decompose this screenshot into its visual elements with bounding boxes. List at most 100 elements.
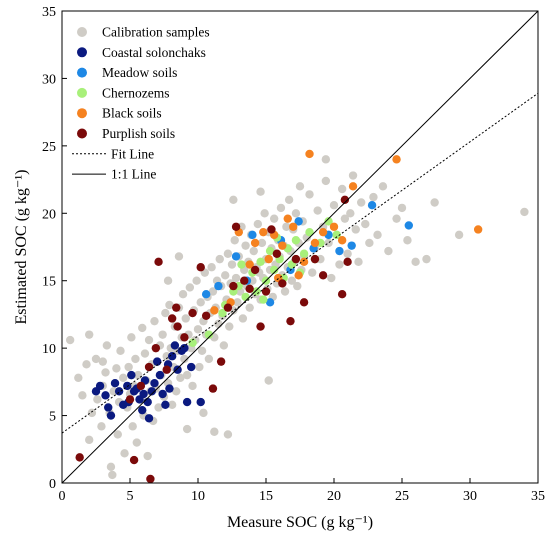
x-tick-label: 15 (259, 489, 273, 504)
y-tick-label: 15 (42, 275, 56, 290)
point-black-soils (337, 236, 347, 245)
series-purplish-soils (75, 195, 352, 484)
point-calibration-samples (223, 430, 233, 439)
point-calibration-samples (229, 195, 238, 204)
point-calibration-samples (140, 349, 150, 358)
point-calibration-samples (97, 422, 106, 431)
point-chernozems (299, 249, 309, 258)
point-calibration-samples (357, 198, 366, 207)
point-meadow-soils (248, 230, 257, 240)
point-calibration-samples (257, 238, 267, 248)
point-purplish-soils (188, 308, 197, 318)
point-coastal-solonchaks (150, 379, 159, 388)
point-calibration-samples (181, 314, 190, 323)
point-meadow-soils (265, 298, 275, 307)
point-coastal-solonchaks (144, 414, 154, 423)
point-chernozems (305, 227, 314, 237)
point-chernozems (269, 265, 279, 275)
point-chernozems (265, 246, 275, 256)
point-calibration-samples (373, 230, 382, 240)
point-coastal-solonchaks (110, 379, 120, 388)
point-coastal-solonchaks (180, 343, 189, 353)
point-meadow-soils (231, 252, 241, 261)
legend-item: Chernozems (77, 85, 169, 100)
point-calibration-samples (106, 462, 116, 472)
point-purplish-soils (136, 381, 146, 391)
point-chernozems (256, 257, 265, 267)
point-purplish-soils (256, 322, 265, 331)
point-calibration-samples (85, 435, 94, 445)
point-calibration-samples (260, 209, 269, 218)
legend-label: Fit Line (111, 146, 154, 161)
point-black-soils (264, 254, 273, 264)
point-calibration-samples (321, 155, 331, 164)
point-calibration-samples (143, 451, 152, 461)
x-tick-label: 0 (59, 489, 66, 504)
point-black-soils (310, 238, 320, 248)
point-calibration-samples (327, 273, 336, 283)
point-purplish-soils (310, 254, 320, 264)
point-chernozems (252, 287, 261, 296)
point-black-soils (299, 257, 309, 267)
legend-marker (77, 128, 87, 139)
point-calibration-samples (188, 381, 197, 391)
point-coastal-solonchaks (196, 397, 205, 407)
series-black-soils (210, 149, 483, 315)
point-calibration-samples (154, 403, 163, 412)
point-purplish-soils (231, 222, 241, 231)
point-purplish-soils (278, 279, 287, 288)
point-purplish-soils (337, 290, 347, 299)
point-calibration-samples (293, 281, 302, 291)
legend-label: Purplish soils (102, 126, 175, 141)
point-calibration-samples (249, 246, 258, 256)
legend-item: Purplish soils (77, 126, 175, 141)
y-axis-label: Estimated SOC (g kg⁻¹) (13, 169, 30, 324)
point-purplish-soils (223, 303, 233, 312)
point-calibration-samples (354, 257, 363, 267)
point-calibration-samples (138, 323, 147, 333)
point-calibration-samples (178, 290, 188, 299)
point-purplish-soils (151, 343, 161, 353)
point-calibration-samples (256, 187, 265, 196)
point-chernozems (259, 295, 268, 304)
point-chernozems (324, 217, 333, 226)
point-purplish-soils (172, 303, 181, 312)
point-calibration-samples (238, 314, 248, 323)
point-calibration-samples (144, 335, 154, 345)
legend-item: Fit Line (72, 146, 154, 161)
point-calibration-samples (195, 362, 204, 372)
series-calibration-samples (65, 155, 529, 480)
legend-marker (77, 87, 87, 98)
point-purplish-soils (343, 257, 352, 267)
point-purplish-soils (173, 322, 182, 331)
legend-marker (77, 27, 87, 37)
point-calibration-samples (182, 370, 192, 380)
point-purplish-soils (144, 362, 154, 372)
y-tick-label: 0 (49, 477, 56, 492)
axis-ticks: 0 5 10 15 20 25 30 35 0 5 10 15 20 25 30 35 (42, 5, 545, 504)
point-calibration-samples (91, 354, 101, 364)
legend-item: Coastal solonchaks (77, 45, 206, 60)
point-purplish-soils (125, 395, 135, 404)
point-meadow-soils (404, 221, 413, 230)
point-coastal-solonchaks (167, 352, 177, 361)
point-calibration-samples (321, 176, 331, 186)
point-meadow-soils (335, 246, 344, 256)
point-calibration-samples (196, 298, 205, 307)
point-calibration-samples (119, 373, 128, 383)
point-calibration-samples (197, 346, 207, 356)
point-calibration-samples (348, 171, 358, 180)
point-calibration-samples (172, 387, 181, 396)
point-black-soils (250, 238, 260, 248)
point-calibration-samples (158, 330, 167, 339)
point-calibration-samples (167, 400, 177, 409)
point-coastal-solonchaks (104, 403, 113, 412)
point-purplish-soils (291, 254, 301, 264)
point-coastal-solonchaks (165, 384, 174, 393)
point-calibration-samples (346, 209, 355, 218)
point-calibration-samples (392, 214, 401, 223)
point-purplish-soils (229, 281, 238, 291)
legend-item: 1:1 Line (72, 167, 156, 182)
point-meadow-soils (367, 200, 377, 210)
